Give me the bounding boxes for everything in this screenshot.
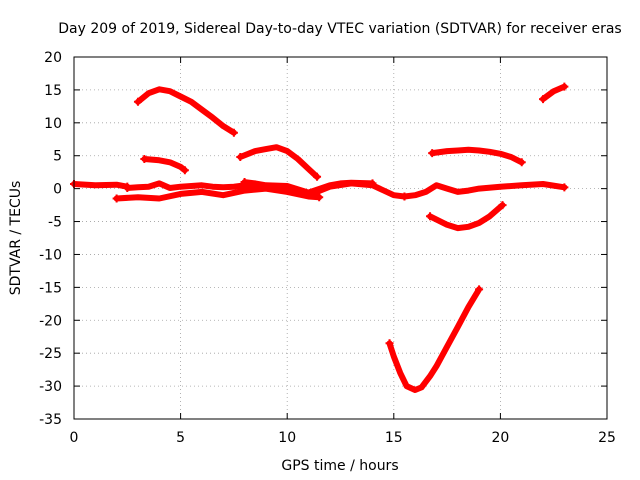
series-point-marker [385,339,394,348]
grid-layer [74,57,607,419]
y-tick-label: -30 [39,379,62,395]
series-arc-j [429,146,525,166]
series-point-marker [240,178,249,187]
y-tick-label: 5 [53,149,62,165]
series-point-marker [475,285,484,294]
series-arc-a [71,181,131,190]
series-arc-g [135,86,237,136]
y-tick-label: -10 [39,247,62,263]
y-tick-label: 15 [44,83,62,99]
series-arc-h [141,156,188,174]
series-point-marker [560,82,569,91]
series-point-marker [368,179,377,188]
series-point-marker [180,166,189,175]
series-point-marker [400,192,409,201]
x-tick-label: 25 [598,430,616,446]
series-point-marker [229,128,238,137]
series-point-marker [133,97,142,106]
series-arc-k [427,202,506,232]
y-tick-label: -20 [39,313,62,329]
x-tick-label: 5 [176,430,185,446]
tick-layer: 0 5 10 15 20 25 20 15 10 5 0 -5 -10 -15 -20 -25 -30 -35 [39,50,616,446]
y-tick-label: 20 [44,50,62,66]
series-layer [70,82,569,393]
series-arc-f [241,179,376,196]
x-tick-label: 10 [278,430,296,446]
series-arc-d [401,181,568,200]
series-arc-b [124,180,248,191]
x-tick-label: 15 [385,430,403,446]
y-tick-label: -15 [39,280,62,296]
series-point-marker [140,155,149,164]
series-arc-l [540,83,568,103]
series-arc-i [237,144,320,180]
plot-frame [73,56,608,420]
y-tick-label: -5 [48,215,62,231]
series-point-marker [112,194,121,203]
x-axis-title: GPS time / hours [281,458,398,474]
series-point-marker [498,201,507,210]
series-point-marker [426,212,435,221]
y-axis-title: SDTVAR / TECUs [8,181,24,296]
y-tick-label: -35 [39,412,62,428]
x-tick-label: 0 [70,430,79,446]
series-point-marker [313,172,322,181]
series-point-marker [428,149,437,158]
series-point-marker [560,183,569,192]
series-arc-m [386,286,483,393]
chart-title: Day 209 of 2019, Sidereal Day-to-day VTE… [58,21,621,37]
series-point-marker [517,158,526,167]
y-tick-label: 10 [44,116,62,132]
series-point-marker [539,95,548,104]
series-arc-e [113,185,323,202]
y-tick-label: -25 [39,346,62,362]
series-point-marker [315,193,324,202]
series-point-marker [123,183,132,192]
y-tick-label: 0 [53,182,62,198]
series-point-marker [236,153,245,162]
x-tick-label: 20 [491,430,509,446]
